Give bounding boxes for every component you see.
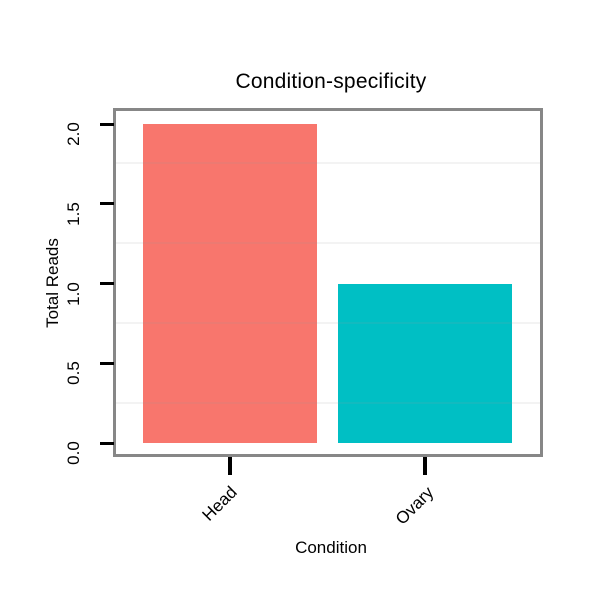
chart-title: Condition-specificity [235, 70, 427, 93]
y-tick-label: 0.0 [64, 441, 83, 465]
bar-ovary [338, 283, 512, 443]
minor-gridline [116, 401, 540, 404]
x-tick-label-ovary: Ovary [391, 482, 438, 529]
minor-gridline [116, 162, 540, 165]
y-tick-label: 1.5 [64, 201, 83, 226]
minor-gridline [116, 321, 540, 324]
y-tick [100, 282, 114, 285]
y-tick [100, 202, 114, 206]
y-tick-label: 2.0 [64, 122, 83, 146]
x-tick-label-head: Head [198, 482, 241, 525]
plot-panel [113, 108, 543, 457]
minor-gridline [116, 242, 540, 245]
x-tick [423, 457, 427, 475]
y-tick [100, 441, 114, 445]
y-axis-title: Total Reads [43, 238, 62, 328]
y-tick [100, 361, 114, 365]
x-tick [228, 457, 232, 475]
y-tick-label: 1.0 [64, 281, 83, 306]
y-tick-label: 0.5 [64, 361, 83, 386]
bar-head [143, 124, 317, 443]
y-tick [100, 122, 114, 126]
x-axis-title: Condition [295, 538, 367, 557]
